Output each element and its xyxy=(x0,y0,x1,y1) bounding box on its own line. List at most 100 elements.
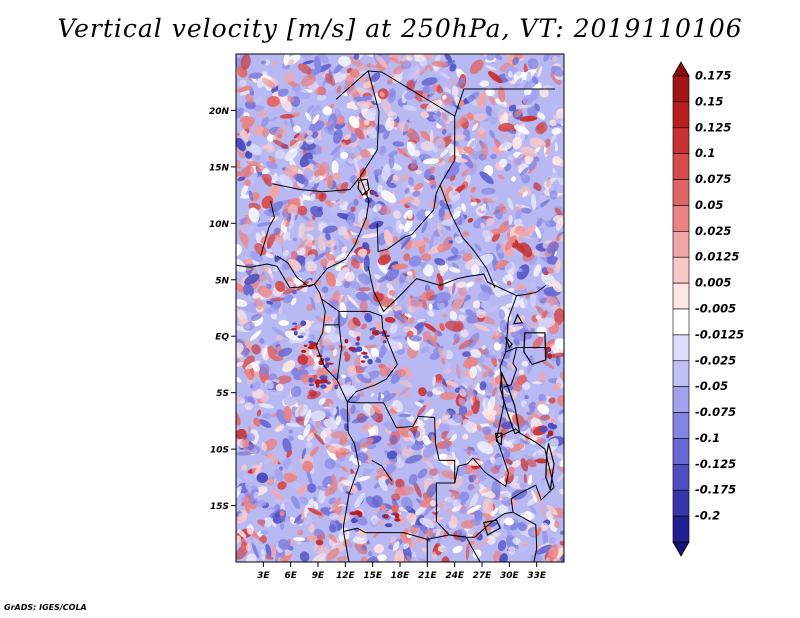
field-blob xyxy=(244,438,250,448)
field-blob xyxy=(293,537,306,542)
field-blob xyxy=(429,233,435,252)
field-blob xyxy=(306,104,314,113)
colorbar-label: 0.1 xyxy=(695,146,715,160)
field-blob xyxy=(489,129,496,139)
field-blob xyxy=(480,537,489,547)
field-blob xyxy=(263,252,274,259)
field-blob xyxy=(366,126,377,139)
field-blob xyxy=(362,345,373,361)
field-blob xyxy=(549,119,557,127)
border-line xyxy=(439,184,496,288)
field-blob xyxy=(242,437,248,455)
field-blob xyxy=(333,63,344,74)
field-blob xyxy=(389,57,404,65)
field-blob xyxy=(283,396,297,407)
field-blob xyxy=(361,545,368,551)
field-blob xyxy=(253,491,260,499)
field-blob xyxy=(315,539,324,546)
field-blob xyxy=(530,553,543,562)
field-blob xyxy=(364,119,370,126)
field-blob xyxy=(266,283,272,289)
field-blob xyxy=(422,443,437,458)
field-blob xyxy=(430,506,441,513)
field-blob xyxy=(329,513,339,520)
field-blob xyxy=(446,429,456,439)
field-hotspot xyxy=(297,335,304,339)
field-blob xyxy=(515,283,527,291)
colorbar-label: 0.0125 xyxy=(695,250,739,264)
field-blob xyxy=(266,233,275,249)
field-blob xyxy=(349,225,363,234)
border-line xyxy=(496,428,555,488)
field-blob xyxy=(448,143,460,157)
field-blob xyxy=(463,448,479,456)
field-blob xyxy=(303,409,312,426)
field-blob xyxy=(524,404,530,413)
field-blob xyxy=(444,440,450,452)
field-blob xyxy=(491,355,498,367)
colorbar-swatch xyxy=(672,282,690,310)
field-blob xyxy=(311,105,323,120)
field-blob xyxy=(248,425,252,435)
field-blob xyxy=(283,249,289,257)
field-blob xyxy=(461,351,472,358)
field-blob xyxy=(427,92,444,101)
field-blob xyxy=(554,114,564,125)
field-blob xyxy=(318,487,327,504)
field-blob xyxy=(495,337,501,343)
field-blob xyxy=(491,529,498,538)
field-blob xyxy=(410,443,424,451)
field-blob xyxy=(370,72,381,82)
map-title: Vertical velocity [m/s] at 250hPa, VT: 2… xyxy=(57,14,743,43)
field-blob xyxy=(389,323,398,334)
field-hotspot xyxy=(291,328,297,331)
colorbar-swatch xyxy=(672,179,690,206)
field-blob xyxy=(476,469,487,482)
field-blob xyxy=(536,218,543,228)
field-blob xyxy=(288,435,294,441)
field-blob xyxy=(498,122,514,132)
field-blob xyxy=(239,115,250,123)
field-blob xyxy=(279,113,296,119)
field-blob xyxy=(385,117,395,132)
field-blob xyxy=(349,542,353,549)
field-blob xyxy=(553,308,564,325)
field-blob xyxy=(559,233,564,242)
field-blob xyxy=(305,112,312,122)
field-blob xyxy=(321,286,329,294)
field-blob xyxy=(341,479,353,487)
field-blob xyxy=(463,146,474,154)
field-blob xyxy=(283,54,290,66)
field-blob xyxy=(316,94,327,101)
field-blob xyxy=(374,173,379,183)
lat-tick-label: 5N xyxy=(215,276,229,286)
field-blob xyxy=(333,202,338,210)
field-blob xyxy=(290,250,298,261)
colorbar-swatch xyxy=(672,464,690,491)
field-blob xyxy=(506,100,514,107)
field-blob xyxy=(429,500,437,507)
field-blob xyxy=(300,509,306,524)
field-blob xyxy=(288,215,295,231)
field-blob xyxy=(407,298,423,309)
field-blob xyxy=(382,503,394,510)
field-blob xyxy=(329,103,335,109)
colorbar-label: -0.025 xyxy=(695,353,736,367)
field-blob xyxy=(516,374,527,385)
field-blob xyxy=(306,304,314,311)
field-blob xyxy=(464,104,470,112)
field-blob xyxy=(524,395,529,400)
field-blob xyxy=(376,554,387,562)
field-blob xyxy=(556,472,564,483)
border-line xyxy=(272,176,361,193)
field-blob xyxy=(399,196,414,204)
field-blob xyxy=(296,415,305,426)
field-blob xyxy=(320,258,328,267)
field-blob xyxy=(362,242,370,250)
field-blob xyxy=(279,466,284,471)
field-blob xyxy=(462,418,474,433)
field-blob xyxy=(528,159,537,171)
field-blob xyxy=(439,322,445,331)
field-blob xyxy=(475,396,482,402)
field-blob xyxy=(523,473,527,484)
